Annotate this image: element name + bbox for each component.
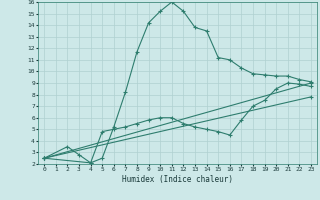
X-axis label: Humidex (Indice chaleur): Humidex (Indice chaleur) xyxy=(122,175,233,184)
